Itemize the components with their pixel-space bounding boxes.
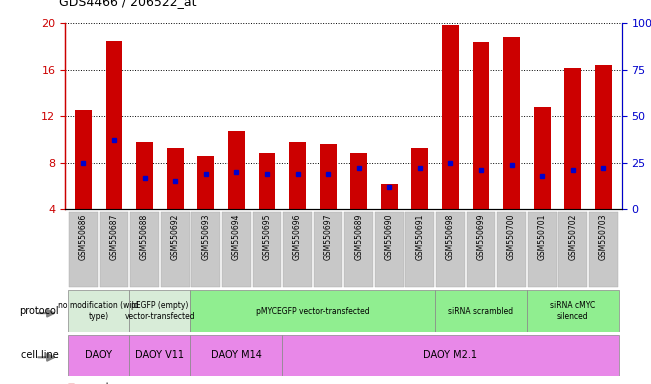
Bar — [534, 107, 551, 209]
Bar — [191, 290, 435, 332]
Bar — [564, 68, 581, 209]
Text: GDS4466 / 206522_at: GDS4466 / 206522_at — [59, 0, 196, 8]
Text: protocol: protocol — [19, 306, 59, 316]
Text: DAOY M2.1: DAOY M2.1 — [423, 350, 477, 360]
Bar — [442, 25, 459, 209]
Bar — [497, 212, 526, 287]
Bar — [167, 147, 184, 209]
Text: GSM550690: GSM550690 — [385, 214, 394, 260]
Text: GSM550689: GSM550689 — [354, 214, 363, 260]
Text: DAOY M14: DAOY M14 — [211, 350, 262, 360]
Bar — [503, 37, 520, 209]
Bar — [559, 212, 587, 287]
Bar — [381, 184, 398, 209]
Text: GSM550700: GSM550700 — [507, 214, 516, 260]
Text: GSM550686: GSM550686 — [79, 214, 88, 260]
Bar — [289, 142, 306, 209]
Bar — [283, 212, 312, 287]
Text: siRNA scrambled: siRNA scrambled — [449, 306, 514, 316]
Text: pMYCEGFP vector-transfected: pMYCEGFP vector-transfected — [256, 306, 370, 316]
Text: siRNA cMYC
silenced: siRNA cMYC silenced — [550, 301, 596, 321]
Bar — [375, 212, 404, 287]
Bar — [228, 131, 245, 209]
Bar — [467, 212, 495, 287]
Text: GSM550703: GSM550703 — [599, 214, 608, 260]
Text: GSM550695: GSM550695 — [262, 214, 271, 260]
Text: cell line: cell line — [21, 350, 59, 360]
Bar — [68, 334, 130, 376]
Text: GSM550688: GSM550688 — [140, 214, 149, 260]
Bar — [344, 212, 373, 287]
Text: GSM550691: GSM550691 — [415, 214, 424, 260]
Bar — [253, 212, 281, 287]
Bar — [314, 212, 342, 287]
Bar — [406, 212, 434, 287]
Bar — [283, 334, 618, 376]
Text: no modification (wild
type): no modification (wild type) — [59, 301, 139, 321]
Bar — [130, 212, 159, 287]
Bar — [473, 42, 490, 209]
Bar — [105, 40, 122, 209]
Bar — [222, 212, 251, 287]
Text: pEGFP (empty)
vector-transfected: pEGFP (empty) vector-transfected — [124, 301, 195, 321]
Text: DAOY V11: DAOY V11 — [135, 350, 184, 360]
Bar — [136, 142, 153, 209]
Text: GSM550699: GSM550699 — [477, 214, 486, 260]
Bar — [191, 334, 283, 376]
Text: GSM550701: GSM550701 — [538, 214, 547, 260]
Bar — [130, 334, 191, 376]
Bar — [320, 144, 337, 209]
Bar — [197, 156, 214, 209]
Bar — [595, 65, 612, 209]
Bar — [527, 290, 618, 332]
Bar — [161, 212, 189, 287]
Bar — [350, 154, 367, 209]
Text: GSM550702: GSM550702 — [568, 214, 577, 260]
Text: GSM550698: GSM550698 — [446, 214, 455, 260]
Bar — [75, 110, 92, 209]
Text: GSM550693: GSM550693 — [201, 214, 210, 260]
Bar — [69, 212, 98, 287]
Bar — [191, 212, 220, 287]
Text: count: count — [83, 382, 111, 384]
Text: GSM550687: GSM550687 — [109, 214, 118, 260]
Bar — [436, 212, 465, 287]
Text: DAOY: DAOY — [85, 350, 112, 360]
Bar — [528, 212, 557, 287]
Bar — [589, 212, 618, 287]
Text: GSM550697: GSM550697 — [324, 214, 333, 260]
Bar — [130, 290, 191, 332]
Text: GSM550696: GSM550696 — [293, 214, 302, 260]
Bar — [258, 154, 275, 209]
Bar — [411, 147, 428, 209]
Bar — [68, 290, 130, 332]
Bar — [100, 212, 128, 287]
Bar — [435, 290, 527, 332]
Text: GSM550692: GSM550692 — [171, 214, 180, 260]
Text: GSM550694: GSM550694 — [232, 214, 241, 260]
